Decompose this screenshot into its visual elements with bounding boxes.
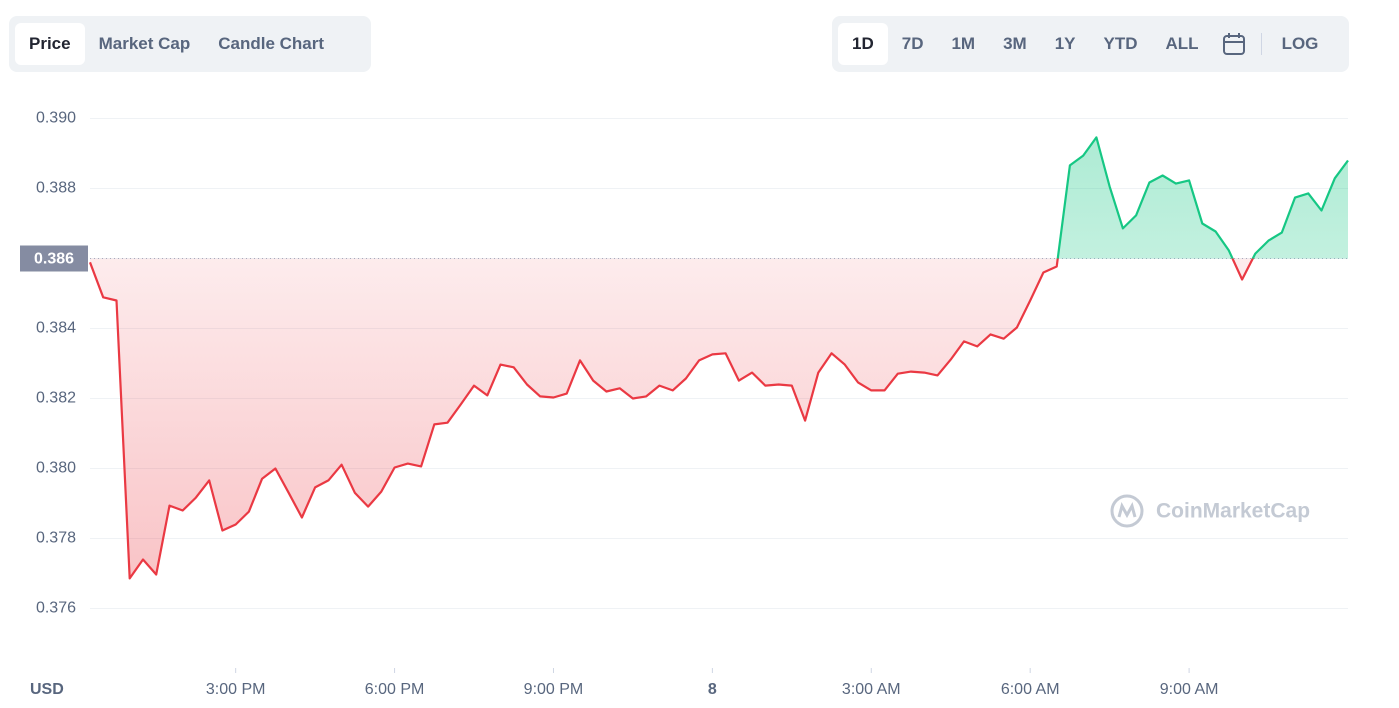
area-down <box>90 258 1348 579</box>
range-button[interactable]: 7D <box>901 34 924 53</box>
separator <box>1260 33 1262 55</box>
x-tick-label: 9:00 PM <box>524 681 584 698</box>
baseline-label-box <box>20 245 88 272</box>
range-buttons: 1D 7D 1M 3M 1Y YTD ALL <box>838 23 1213 65</box>
y-tick-label: 0.390 <box>36 110 76 127</box>
x-tick-label: 3:00 AM <box>842 681 901 698</box>
y-tick-label: 0.376 <box>36 600 76 617</box>
range-button[interactable]: 1M <box>951 34 976 53</box>
x-tick-label: 8 <box>708 681 717 698</box>
tab[interactable]: Candle Chart <box>218 34 325 53</box>
baseline-label: 0.386 <box>20 245 88 272</box>
watermark-text: CoinMarketCap <box>1156 500 1310 523</box>
baseline-label-text: 0.386 <box>34 251 74 268</box>
x-tick-label: 3:00 PM <box>206 681 266 698</box>
chart-tabs: Price Market Cap Candle Chart <box>9 16 371 72</box>
range-button[interactable]: ALL <box>1165 34 1199 53</box>
y-tick-label: 0.382 <box>36 390 76 407</box>
calendar-icon[interactable] <box>1219 29 1249 59</box>
range-bar: 1D 7D 1M 3M 1Y YTD ALL LOG <box>832 16 1349 72</box>
range-button[interactable]: 1Y <box>1054 34 1076 53</box>
x-tick-label: 6:00 AM <box>1001 681 1060 698</box>
x-tick-label: 6:00 PM <box>365 681 425 698</box>
y-tick-label: 0.380 <box>36 460 76 477</box>
watermark: CoinMarketCap <box>1110 494 1310 528</box>
y-tick-label: 0.378 <box>36 530 76 547</box>
range-button[interactable]: 3M <box>1003 34 1027 53</box>
price-line-up <box>1056 136 1349 259</box>
range-button[interactable]: 1D <box>838 23 888 65</box>
tab[interactable]: Price <box>15 23 85 65</box>
x-tick-label: 9:00 AM <box>1160 681 1219 698</box>
price-line-down <box>88 258 1255 580</box>
y-tick-label: 0.384 <box>36 320 76 337</box>
area-up <box>90 137 1348 259</box>
log-button[interactable]: LOG <box>1281 34 1319 53</box>
y-tick-label: 0.388 <box>36 180 76 197</box>
y-unit: USD <box>30 681 64 698</box>
tab[interactable]: Market Cap <box>98 34 191 53</box>
y-tick-label: 0.386 <box>36 250 76 267</box>
range-button[interactable]: YTD <box>1103 34 1138 53</box>
